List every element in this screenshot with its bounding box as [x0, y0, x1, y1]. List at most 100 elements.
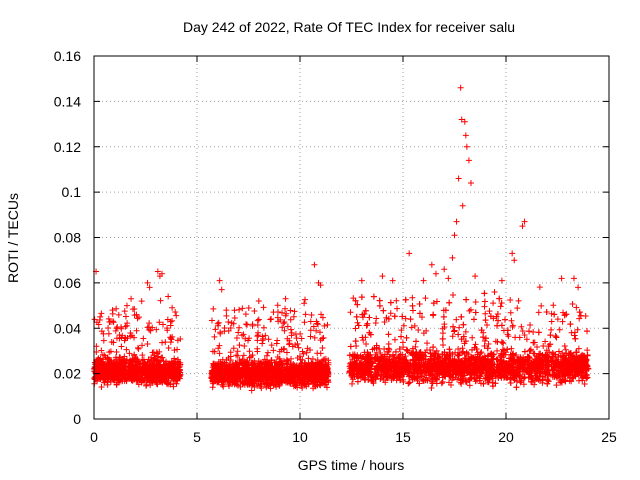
roti-point [111, 358, 118, 365]
roti-point [466, 382, 473, 389]
roti-point [482, 335, 489, 342]
roti-point [114, 372, 121, 379]
roti-point [158, 373, 165, 380]
roti-point [530, 329, 537, 336]
roti-point [246, 354, 253, 361]
roti-point [134, 344, 141, 351]
roti-point [287, 316, 294, 323]
roti-point [122, 376, 129, 383]
roti-point [115, 366, 122, 373]
roti-point [118, 358, 125, 365]
roti-point [118, 375, 125, 382]
roti-point [230, 345, 237, 352]
roti-point [305, 355, 312, 362]
roti-point [223, 307, 230, 314]
roti-point [101, 362, 108, 369]
roti-point [280, 320, 287, 327]
roti-point [165, 374, 172, 381]
roti-point [120, 365, 127, 372]
roti-point [481, 303, 488, 310]
roti-point [105, 325, 112, 332]
roti-point [223, 312, 230, 319]
roti-point [494, 347, 501, 354]
roti-point [118, 343, 125, 350]
roti-point [93, 319, 100, 326]
roti-point [140, 361, 147, 368]
roti-point [274, 337, 281, 344]
roti-point [303, 349, 310, 356]
chart-title: Day 242 of 2022, Rate Of TEC Index for r… [183, 19, 515, 35]
roti-point [146, 320, 153, 327]
roti-point [314, 350, 321, 357]
roti-point [135, 358, 142, 365]
roti-point [98, 365, 105, 372]
roti-point [216, 350, 223, 357]
roti-point [123, 346, 130, 353]
roti-point [267, 316, 274, 323]
roti-point [324, 321, 331, 328]
roti-point [518, 323, 525, 330]
roti-point [460, 321, 467, 328]
roti-point [146, 364, 153, 371]
roti-point [108, 368, 115, 375]
roti-point [507, 309, 514, 316]
roti-point [373, 315, 380, 322]
roti-point [463, 296, 470, 303]
roti-point [97, 367, 104, 374]
roti-point [148, 372, 155, 379]
roti-point [302, 311, 309, 318]
roti-point [149, 363, 156, 370]
roti-point [98, 310, 105, 317]
roti-point [281, 327, 288, 334]
roti-point [215, 345, 222, 352]
roti-point [147, 382, 154, 389]
roti-point [109, 307, 116, 314]
roti-point [148, 354, 155, 361]
roti-point [155, 360, 162, 367]
roti-point [265, 336, 272, 343]
roti-point [508, 317, 515, 324]
roti-point [573, 304, 580, 311]
roti-point [255, 316, 262, 323]
roti-point [177, 336, 184, 343]
roti-point [491, 288, 498, 295]
roti-point [95, 373, 102, 380]
roti-point [225, 327, 232, 334]
roti-point [486, 308, 493, 315]
roti-point [139, 360, 146, 367]
roti-point [217, 329, 224, 336]
roti-point [113, 335, 120, 342]
roti-point [171, 347, 178, 354]
roti-point [215, 319, 222, 326]
roti-point [399, 339, 406, 346]
roti-point [260, 304, 267, 311]
roti-point [114, 324, 121, 331]
roti-point [155, 374, 162, 381]
roti-point [211, 333, 218, 340]
roti-point [133, 370, 140, 377]
roti-point [538, 302, 545, 309]
roti-point [293, 335, 300, 342]
roti-point [233, 334, 240, 341]
roti-point [556, 326, 563, 333]
roti-point [140, 356, 147, 363]
roti-point [507, 380, 514, 387]
roti-point [349, 380, 356, 387]
roti-point [466, 307, 473, 314]
roti-point [255, 332, 262, 339]
roti-point [311, 383, 318, 390]
roti-point [113, 305, 120, 312]
roti-point [112, 327, 119, 334]
roti-point [136, 376, 143, 383]
roti-point [311, 334, 318, 341]
roti-point [164, 377, 171, 384]
roti-point [173, 312, 180, 319]
roti-point [254, 317, 261, 324]
roti-point [561, 343, 568, 350]
roti-point [527, 322, 534, 329]
roti-point [472, 309, 479, 316]
roti-point [101, 352, 108, 359]
roti-point [211, 348, 218, 355]
roti-point [133, 311, 140, 318]
roti-point [274, 302, 281, 309]
